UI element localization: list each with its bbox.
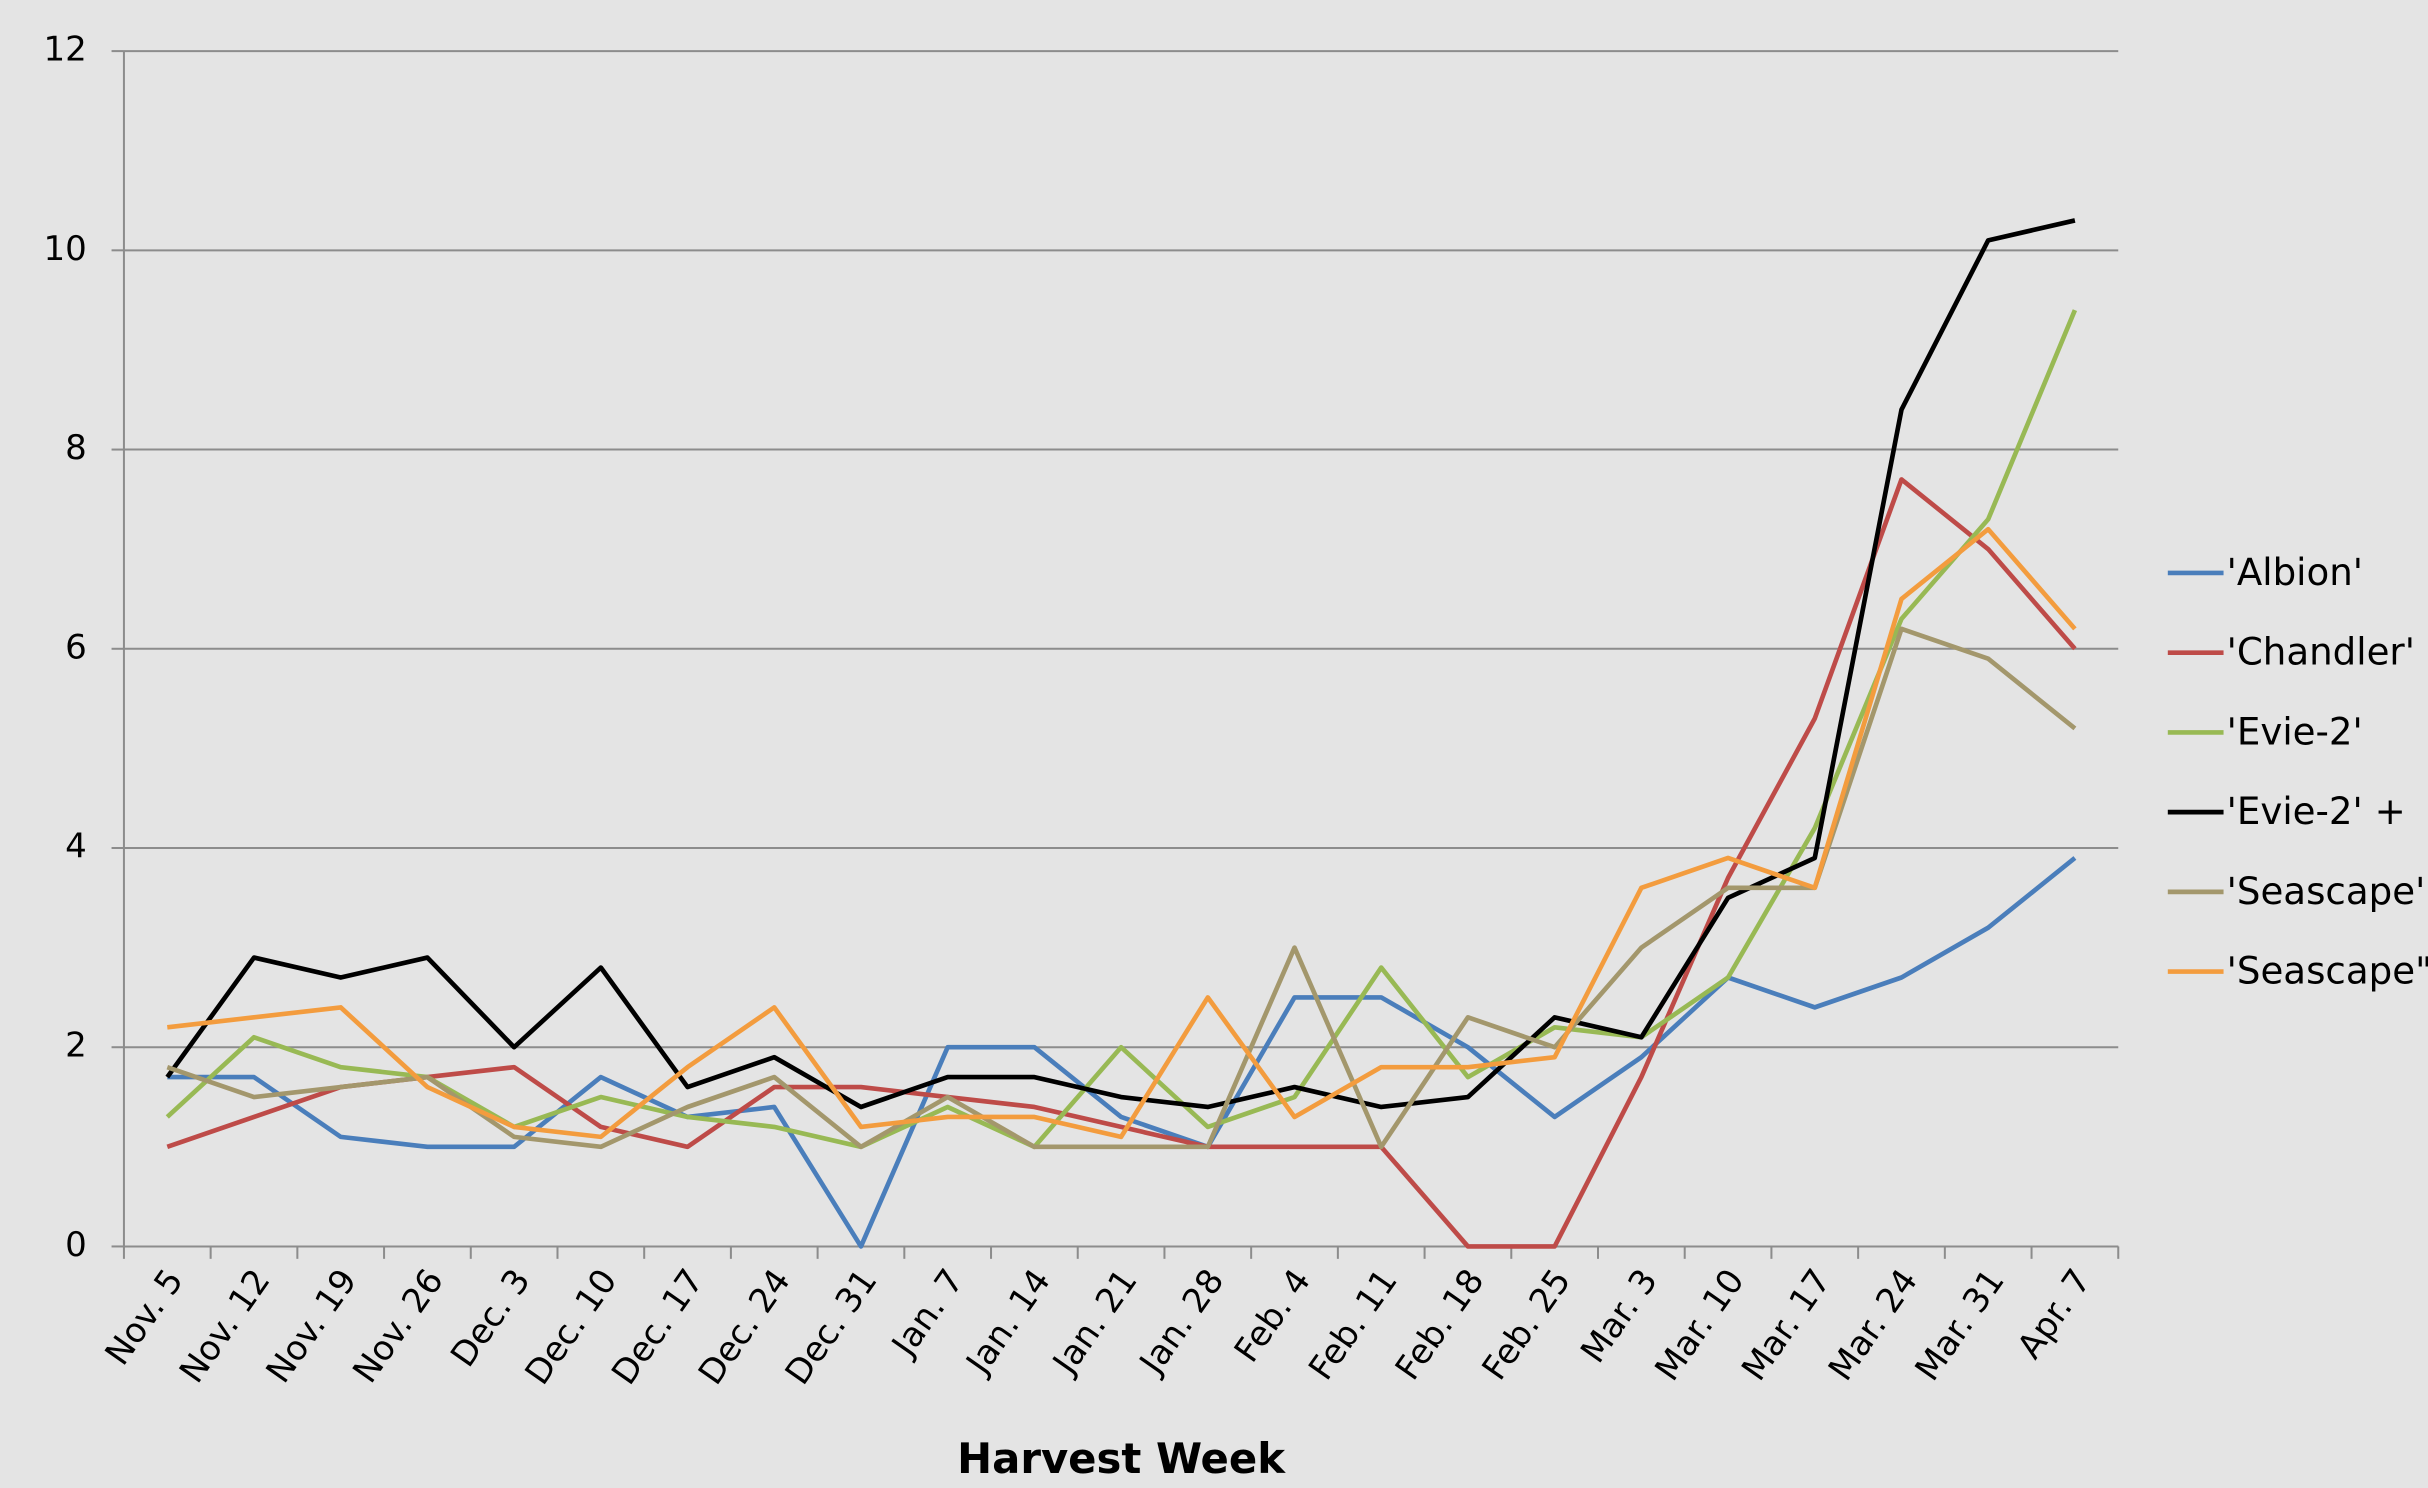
y-tick-label: 0 — [65, 1225, 87, 1265]
y-tick-label: 8 — [65, 428, 87, 468]
y-tick-label: 2 — [65, 1026, 87, 1066]
y-tick-label: 4 — [65, 827, 87, 867]
legend-label: 'Seascape" — [2227, 950, 2428, 993]
y-tick-label: 12 — [43, 30, 86, 70]
x-axis-title: Harvest Week — [957, 1434, 1286, 1483]
legend-label: 'Chandler' — [2227, 631, 2415, 674]
legend-label: 'Seascape' — [2227, 870, 2426, 913]
series-line — [167, 856, 2077, 1249]
series-line — [165, 309, 2078, 1150]
legend-label: 'Evie-2' + — [2227, 790, 2406, 833]
series-line — [165, 218, 2076, 1110]
series-line — [166, 626, 2077, 1150]
series-line — [166, 477, 2077, 1249]
y-tick-label: 10 — [43, 229, 86, 269]
y-tick-label: 6 — [65, 627, 87, 667]
legend-label: 'Albion' — [2227, 551, 2363, 594]
legend-label: 'Evie-2' — [2227, 710, 2363, 753]
series-line — [167, 526, 2077, 1140]
